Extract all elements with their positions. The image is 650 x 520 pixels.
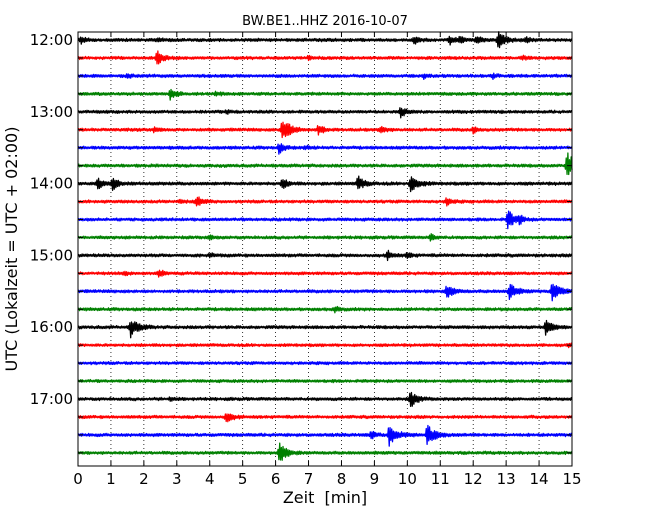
x-tick-label: 12 (464, 470, 483, 488)
x-tick-label: 4 (205, 470, 215, 488)
seismic-trace-1730 (77, 424, 573, 447)
x-tick-label: 10 (398, 470, 417, 488)
seismic-trace-1530 (77, 283, 573, 302)
x-tick-label: 13 (497, 470, 516, 488)
seismic-trace-1300 (77, 107, 573, 119)
x-tick-label: 15 (562, 470, 581, 488)
grid-lines (110, 32, 540, 466)
y-tick-label: 16:00 (30, 318, 73, 336)
y-axis-ticks: 12:00 13:00 14:00 15:00 16:00 17:00 (30, 31, 572, 454)
seismic-trace-1415 (77, 196, 573, 207)
x-tick-label: 11 (431, 470, 450, 488)
seismic-trace-1230 (77, 72, 573, 81)
chart-title: BW.BE1..HHZ 2016-10-07 (242, 14, 408, 29)
seismic-trace-1215 (77, 50, 573, 65)
seismic-trace-1200 (77, 31, 573, 49)
seismic-trace-1515 (77, 269, 573, 278)
seismic-trace-1700 (77, 391, 573, 407)
seismic-trace-1445 (77, 233, 573, 242)
seismic-trace-1345 (77, 152, 573, 176)
seismic-trace-1715 (77, 413, 573, 423)
x-tick-label: 2 (139, 470, 149, 488)
x-tick-label: 0 (73, 470, 83, 488)
y-tick-label: 13:00 (30, 103, 73, 121)
seismic-trace-1330 (77, 143, 573, 155)
y-axis-label: UTC (Lokalzeit = UTC + 02:00) (2, 127, 21, 372)
seismic-trace-1315 (77, 121, 573, 139)
seismic-trace-1545 (77, 305, 573, 314)
seismic-trace-1630 (77, 360, 573, 366)
x-tick-label: 9 (370, 470, 380, 488)
seismic-trace-1745 (77, 442, 573, 461)
y-tick-label: 15:00 (30, 246, 73, 264)
seismic-trace-1500 (77, 249, 573, 262)
seismic-traces (77, 31, 573, 461)
x-tick-label: 3 (172, 470, 182, 488)
x-tick-label: 6 (271, 470, 281, 488)
x-tick-label: 7 (304, 470, 314, 488)
seismic-trace-1645 (77, 378, 573, 384)
x-tick-label: 5 (238, 470, 248, 488)
seismic-trace-1600 (77, 319, 573, 339)
seismic-trace-1245 (77, 88, 573, 101)
plot-frame (77, 31, 573, 467)
seismic-trace-1430 (77, 210, 573, 230)
x-tick-label: 1 (106, 470, 116, 488)
y-tick-label: 12:00 (30, 31, 73, 49)
seismic-trace-1400 (77, 175, 573, 193)
seismic-trace-1615 (77, 342, 573, 349)
y-tick-label: 17:00 (30, 390, 73, 408)
x-tick-label: 8 (337, 470, 347, 488)
x-tick-label: 14 (530, 470, 549, 488)
y-tick-label: 14:00 (30, 175, 73, 193)
x-axis-label: Zeit [min] (283, 488, 367, 507)
x-axis-ticks: 0 1 2 3 4 5 6 7 8 9 10 11 12 13 14 15 (73, 32, 582, 488)
